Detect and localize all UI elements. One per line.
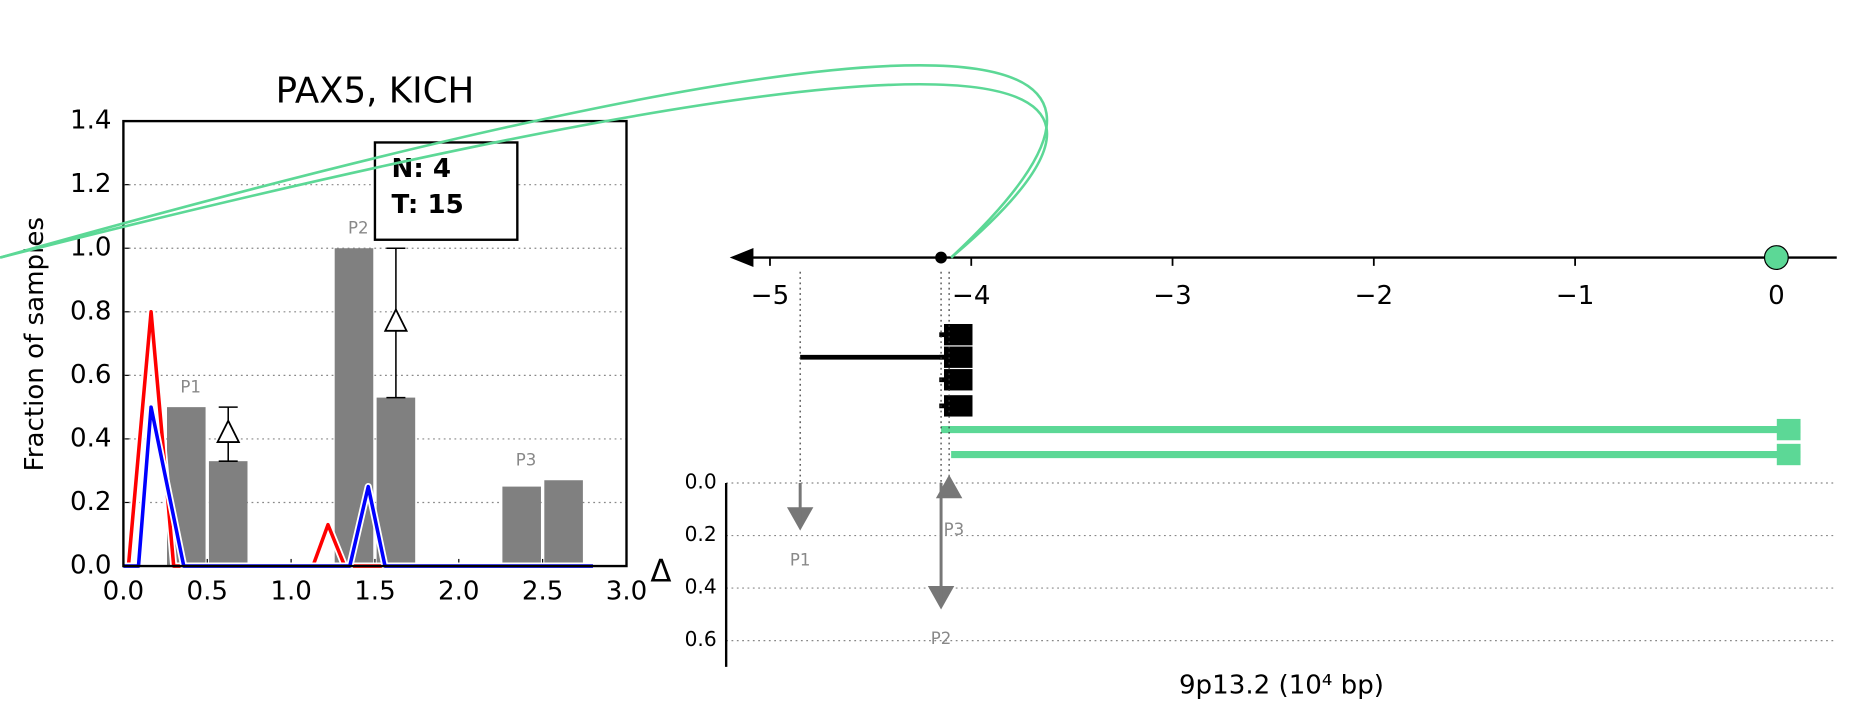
delta-axis-label: Δ [650, 554, 671, 590]
delta-marker [216, 418, 241, 443]
y-tick-label: 1.4 [70, 106, 112, 136]
x-tick-label: −4 [952, 281, 990, 311]
x-tick-label: 1.5 [354, 577, 396, 607]
x-axis-label: 9p13.2 (10⁴ bp) [1179, 670, 1384, 700]
x-tick-label: 2.5 [522, 577, 564, 607]
exon [1776, 418, 1801, 441]
exon [944, 369, 973, 391]
y-tick-label: 0.4 [70, 423, 112, 453]
delta-label: P1 [790, 550, 811, 569]
bar [334, 248, 374, 567]
breakpoint [1763, 245, 1789, 271]
bar [208, 461, 248, 567]
x-tick-label: 0.0 [103, 577, 145, 607]
delta-label: P2 [931, 629, 952, 648]
axis-arrow [729, 248, 754, 268]
x-tick-label: 0 [1768, 281, 1785, 311]
delta-marker [383, 307, 409, 332]
x-tick-label: −2 [1355, 281, 1393, 311]
arc [0, 64, 1049, 259]
annotation-box [373, 141, 519, 241]
x-tick-label: 3.0 [606, 577, 648, 607]
delta-arrow [935, 474, 963, 499]
y-tick-label: 0.0 [70, 551, 112, 581]
y-tick-label: 1.2 [70, 169, 112, 199]
y-tick-label: 0.2 [685, 522, 717, 546]
chart-title: PAX5, KICH [276, 71, 475, 112]
bar-label: P2 [348, 219, 369, 238]
y-tick-label: 0.0 [685, 469, 717, 493]
y-tick-label: 0.8 [70, 296, 112, 326]
x-tick-label: −5 [751, 281, 789, 311]
delta-label: P3 [944, 520, 965, 539]
y-tick-label: 0.6 [70, 360, 112, 390]
exon [944, 323, 973, 346]
bar-label: P3 [516, 451, 537, 470]
bar [376, 397, 416, 567]
exon [1776, 443, 1801, 466]
bar-label: P1 [180, 378, 201, 397]
y-axis-label: Fraction of samples [20, 217, 50, 471]
exon [944, 346, 973, 368]
delta-arrow [786, 482, 814, 531]
delta-arrow [927, 482, 955, 610]
bar [544, 480, 583, 567]
bar [502, 486, 541, 567]
breakpoint [935, 251, 947, 264]
arc [0, 83, 1049, 259]
x-tick-label: 2.0 [438, 577, 479, 607]
annotation-text: T: 15 [392, 190, 464, 220]
y-tick-label: 0.6 [685, 627, 717, 651]
annotation-text: N: 4 [392, 154, 452, 184]
y-tick-label: 0.2 [70, 487, 112, 517]
x-tick-label: 1.0 [270, 577, 311, 607]
x-tick-label: 0.5 [186, 577, 228, 607]
plot-frame [122, 119, 628, 568]
x-tick-label: −3 [1153, 281, 1191, 311]
y-tick-label: 0.4 [685, 575, 717, 599]
x-tick-label: −1 [1556, 281, 1594, 311]
exon [944, 395, 973, 417]
